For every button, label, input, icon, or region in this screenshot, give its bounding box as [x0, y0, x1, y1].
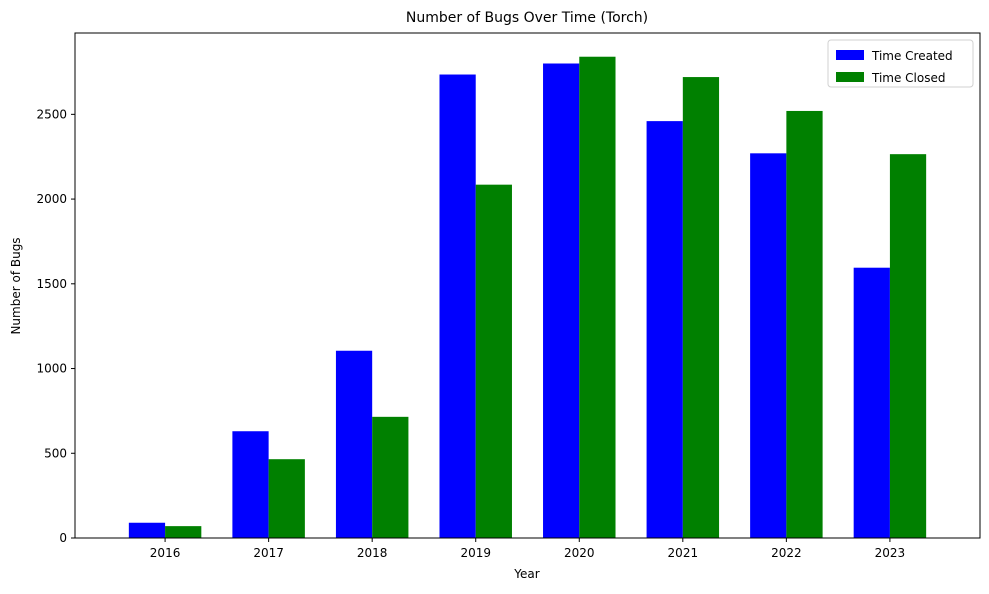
y-tick-label: 0	[59, 531, 67, 545]
bar-time-closed-2021	[682, 77, 720, 539]
bar-time-created-2017	[232, 431, 269, 538]
y-tick-label: 1500	[36, 277, 67, 291]
bar-time-created-2020	[543, 63, 580, 538]
x-tick-label: 2019	[460, 546, 491, 560]
legend-swatch-time-created	[836, 50, 864, 60]
bar-time-closed-2019	[475, 184, 512, 538]
axes-layer: 0 500 1000 1500 2000 2500 2016 2017 2018 2019 2020…	[36, 32, 981, 560]
x-tick-label: 2017	[253, 546, 284, 560]
y-tick-label: 500	[44, 446, 67, 460]
bars-layer	[128, 56, 927, 539]
bar-time-created-2019	[439, 74, 476, 538]
y-axis-label: Number of Bugs	[9, 237, 23, 334]
bar-time-closed-2023	[889, 154, 927, 538]
bar-time-created-2022	[750, 153, 787, 538]
legend-label-time-closed: Time Closed	[871, 71, 946, 85]
bar-time-created-2016	[128, 522, 166, 538]
y-tick-label: 2000	[36, 192, 67, 206]
x-tick-label: 2016	[150, 546, 181, 560]
y-tick-label: 2500	[36, 107, 67, 121]
legend-box	[827, 39, 974, 88]
bar-time-closed-2016	[165, 526, 202, 538]
x-tick-label: 2020	[564, 546, 595, 560]
bar-time-created-2023	[853, 267, 890, 538]
bar-time-closed-2018	[372, 416, 409, 538]
legend: Time Created Time Closed	[827, 39, 974, 88]
bar-time-closed-2020	[579, 56, 616, 539]
x-axis-label: Year	[513, 567, 539, 581]
bar-time-created-2018	[335, 350, 373, 538]
chart-title: Number of Bugs Over Time (Torch)	[406, 10, 648, 26]
x-tick-label: 2022	[771, 546, 802, 560]
bar-time-closed-2017	[268, 459, 305, 538]
legend-swatch-time-closed	[836, 72, 864, 82]
plot-frame	[74, 32, 981, 539]
x-tick-label: 2018	[357, 546, 388, 560]
bar-time-created-2021	[646, 121, 683, 539]
y-tick-label: 1000	[36, 362, 67, 376]
x-tick-label: 2021	[668, 546, 699, 560]
bar-time-closed-2022	[786, 110, 823, 539]
x-tick-label: 2023	[875, 546, 906, 560]
legend-label-time-created: Time Created	[871, 49, 953, 63]
